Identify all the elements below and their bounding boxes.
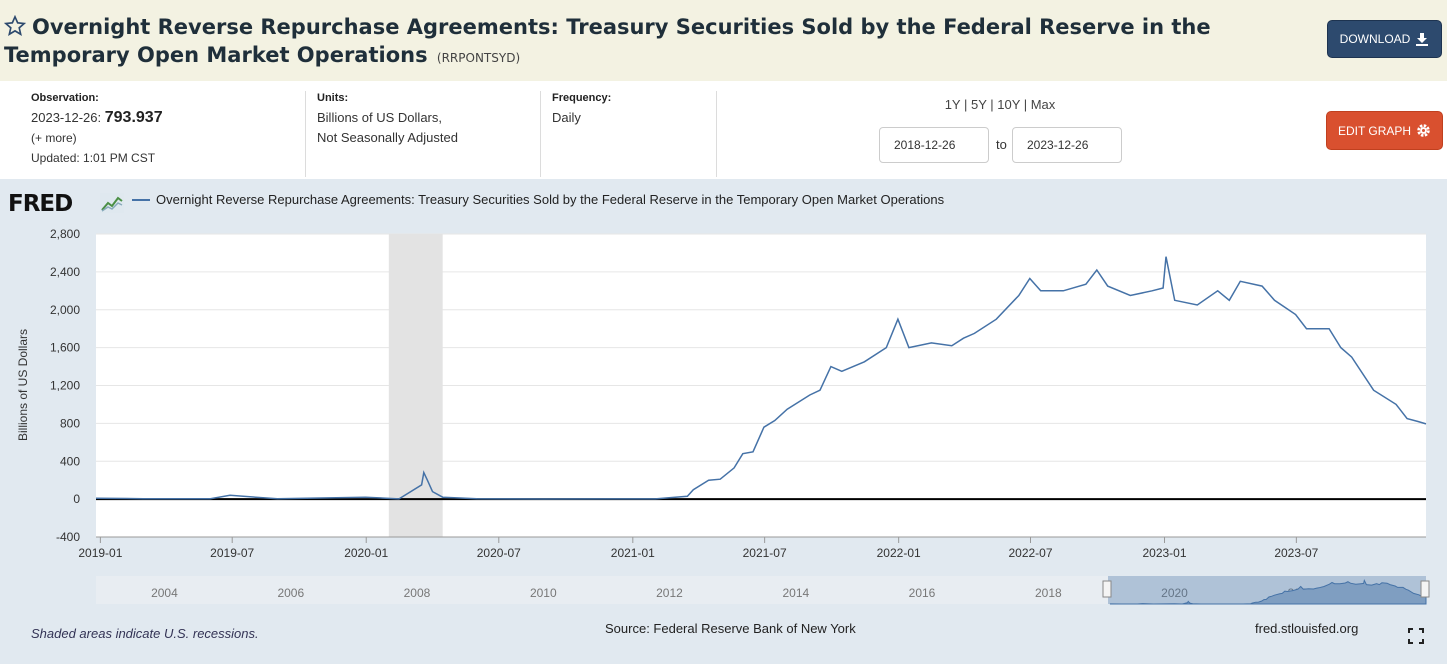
units-line1: Billions of US Dollars, <box>317 110 442 125</box>
legend-label: Overnight Reverse Repurchase Agreements:… <box>156 192 945 207</box>
navigator-years: 2004200620082010201220142016201820202022 <box>151 586 1314 600</box>
chart-container: FRED Overnight Reverse Repurchase Agreem… <box>0 179 1447 664</box>
navigator-year-label: 2006 <box>277 586 304 600</box>
navigator-year-label: 2010 <box>530 586 557 600</box>
site-link[interactable]: fred.stlouisfed.org <box>1255 621 1359 636</box>
x-tick-label: 2021-07 <box>743 546 787 560</box>
observation-block: Observation: 2023-12-26: 793.937 (+ more… <box>31 91 163 168</box>
units-label: Units: <box>317 92 349 104</box>
x-axis: 2019-01 2019-07 2020-01 2020-07 2021-01 2021-… <box>78 536 1426 560</box>
navigator-year-label: 2020 <box>1161 586 1188 600</box>
navigator-handle-right[interactable] <box>1420 580 1430 598</box>
navigator-series <box>1109 578 1427 605</box>
recession-note: Shaded areas indicate U.S. recessions. <box>31 626 259 641</box>
observation-value: 793.937 <box>104 109 163 126</box>
y-tick-label: 400 <box>60 454 80 468</box>
x-tick-label: 2021-01 <box>611 546 655 560</box>
y-axis-label: Billions of US Dollars <box>16 329 30 441</box>
observation-label: Observation: <box>31 92 99 104</box>
y-tick-label: 1,600 <box>50 341 80 355</box>
series-meta: Observation: 2023-12-26: 793.937 (+ more… <box>0 81 1447 179</box>
x-tick-label: 2020-07 <box>477 546 521 560</box>
edit-graph-button[interactable]: EDIT GRAPH <box>1326 111 1443 150</box>
y-tick-label: 800 <box>60 416 80 430</box>
y-tick-label: 1,200 <box>50 379 80 393</box>
end-date-input[interactable]: 2023-12-26 <box>1012 127 1122 163</box>
star-icon[interactable] <box>4 15 26 37</box>
divider <box>305 91 306 177</box>
divider <box>540 91 541 177</box>
divider <box>716 91 717 177</box>
recession-shading <box>388 234 443 537</box>
fred-logo[interactable]: FRED <box>8 191 73 217</box>
download-button[interactable]: DOWNLOAD <box>1327 20 1442 58</box>
download-label: DOWNLOAD <box>1339 32 1411 46</box>
range-navigator[interactable]: 2004200620082010201220142016201820202022 <box>96 576 1430 605</box>
download-icon <box>1416 33 1429 46</box>
to-label: to <box>996 137 1007 152</box>
x-tick-label: 2022-01 <box>877 546 921 560</box>
navigator-year-label: 2008 <box>404 586 431 600</box>
gear-icon <box>1417 124 1430 137</box>
legend-swatch <box>132 198 150 201</box>
x-tick-label: 2023-01 <box>1142 546 1186 560</box>
x-tick-label: 2019-01 <box>78 546 122 560</box>
recession-band <box>388 234 443 537</box>
chart-legend: Overnight Reverse Repurchase Agreements:… <box>132 192 944 207</box>
source-text: Source: Federal Reserve Bank of New York <box>605 621 856 636</box>
chart-plot: -400 0 400 800 1,200 1,600 2,000 2,400 2,800 201… <box>16 227 1430 605</box>
y-tick-label: 0 <box>73 492 80 506</box>
navigator-year-label: 2004 <box>151 586 178 600</box>
units-block: Units: Billions of US Dollars, Not Seaso… <box>317 91 458 148</box>
navigator-year-label: 2014 <box>782 586 809 600</box>
page-header: Overnight Reverse Repurchase Agreements:… <box>0 0 1447 81</box>
y-tick-label: 2,800 <box>50 227 80 241</box>
navigator-year-label: 2016 <box>909 586 936 600</box>
fullscreen-icon[interactable] <box>1408 628 1424 644</box>
updated-text: Updated: 1:01 PM CST <box>31 151 156 165</box>
frequency-value: Daily <box>552 110 581 125</box>
frequency-label: Frequency: <box>552 92 612 104</box>
series-line[interactable] <box>95 256 1427 500</box>
navigator-selection[interactable] <box>1108 576 1426 604</box>
x-tick-label: 2022-07 <box>1008 546 1052 560</box>
y-tick-label: 2,000 <box>50 303 80 317</box>
series-id: (RRPONTSYD) <box>436 51 521 65</box>
y-axis: -400 0 400 800 1,200 1,600 2,000 2,400 2,800 <box>50 227 80 544</box>
edit-graph-label: EDIT GRAPH <box>1337 123 1412 138</box>
x-tick-label: 2020-01 <box>344 546 388 560</box>
observation-date: 2023-12-26: <box>31 110 102 125</box>
navigator-year-label: 2012 <box>656 586 683 600</box>
navigator-track <box>96 576 1426 604</box>
range-links[interactable]: 1Y | 5Y | 10Y | Max <box>944 97 1056 112</box>
frequency-block: Frequency: Daily <box>552 91 611 128</box>
series-title-block: Overnight Reverse Repurchase Agreements:… <box>4 13 1304 72</box>
series-title: Overnight Reverse Repurchase Agreements:… <box>4 15 1211 67</box>
x-tick-label: 2023-07 <box>1274 546 1318 560</box>
units-line2: Not Seasonally Adjusted <box>317 130 458 145</box>
navigator-year-label: 2018 <box>1035 586 1062 600</box>
x-tick-label: 2019-07 <box>210 546 254 560</box>
more-link[interactable]: (+ more) <box>31 131 77 145</box>
y-tick-label: -400 <box>56 530 80 544</box>
start-date-input[interactable]: 2018-12-26 <box>879 127 989 163</box>
graph-logo-icon <box>100 193 124 213</box>
y-tick-label: 2,400 <box>50 265 80 279</box>
navigator-handle-left[interactable] <box>1102 580 1112 598</box>
